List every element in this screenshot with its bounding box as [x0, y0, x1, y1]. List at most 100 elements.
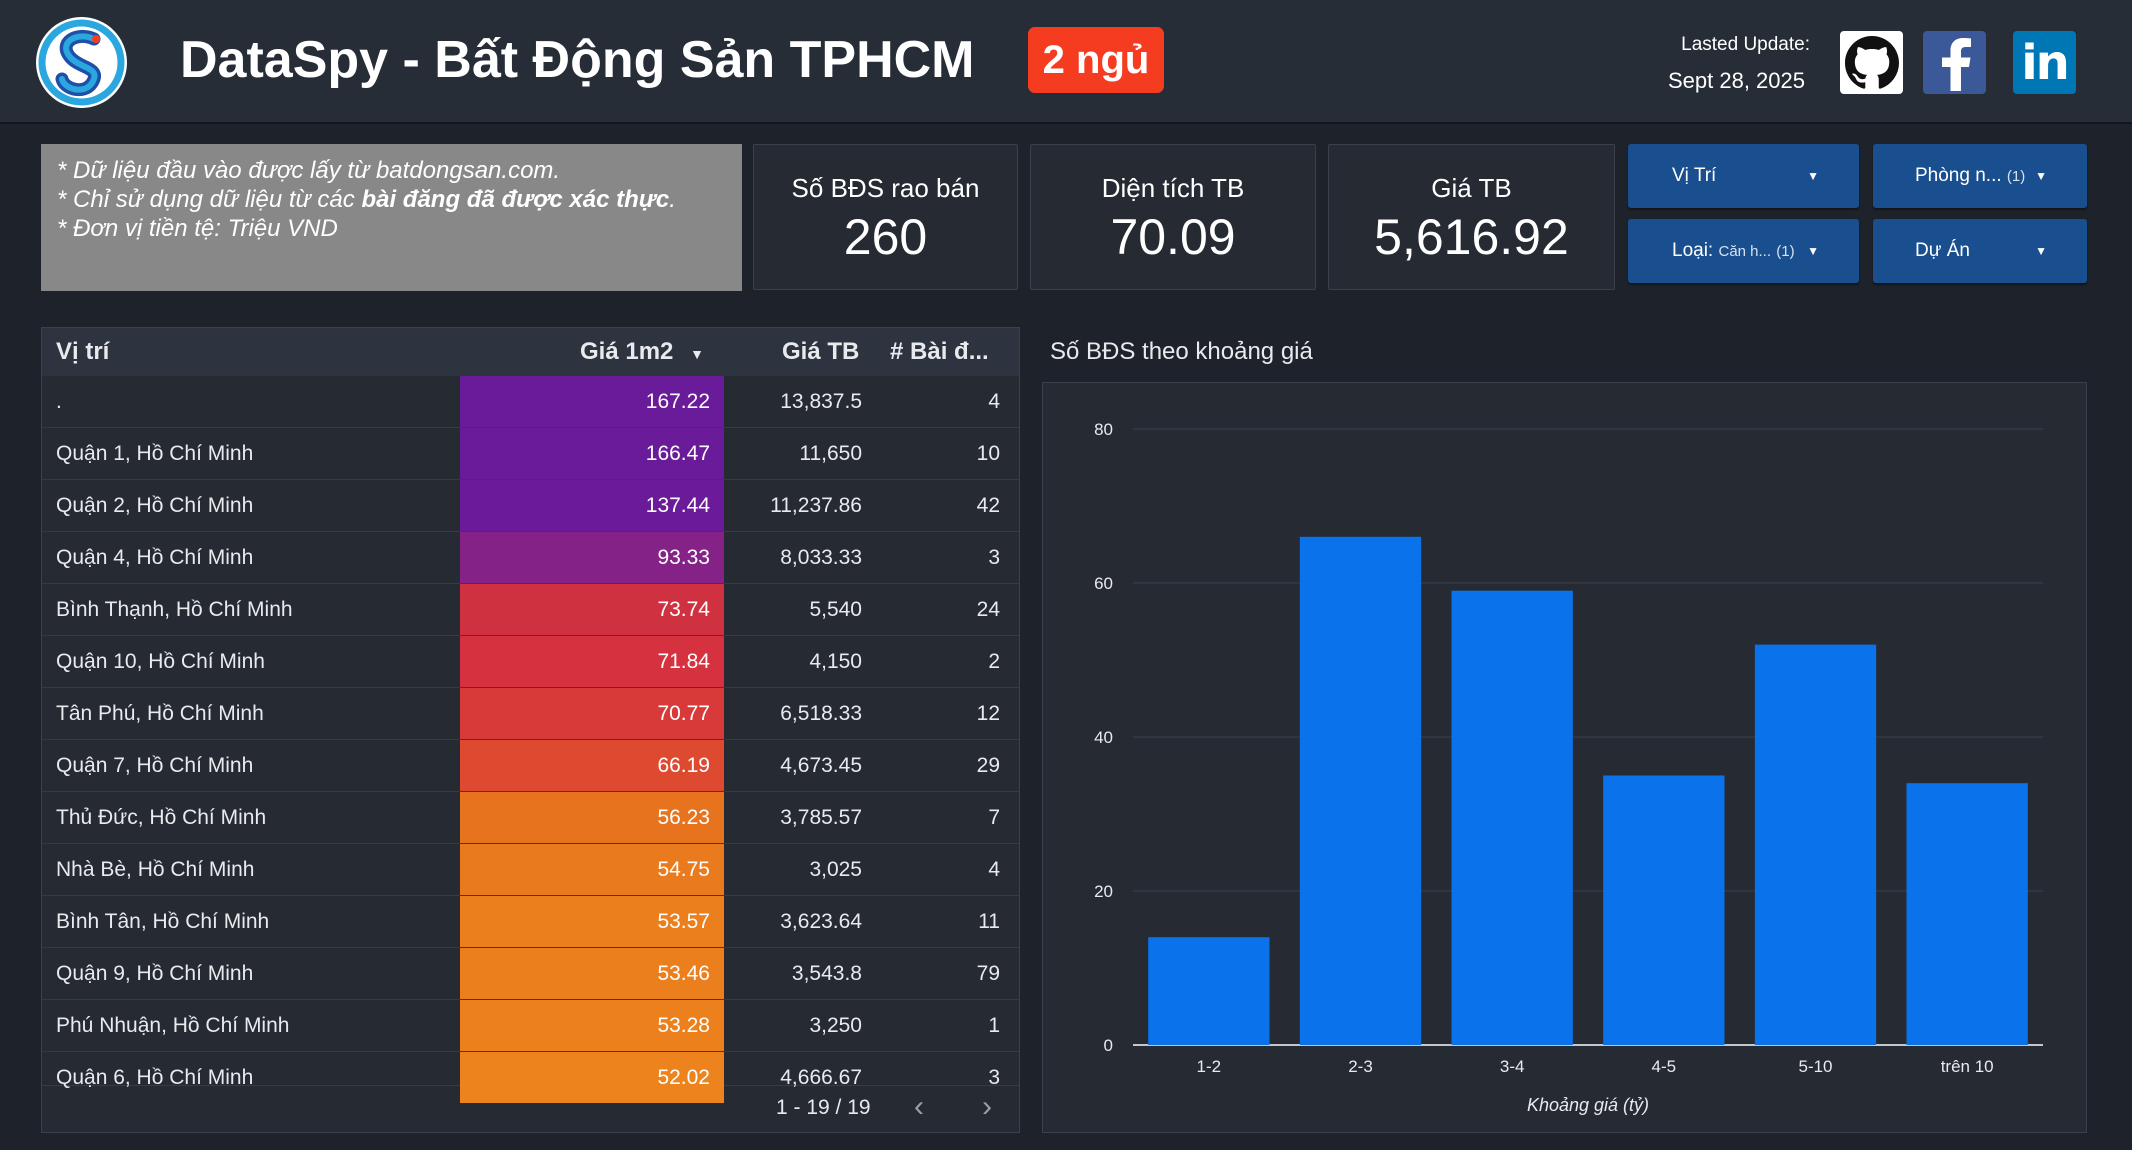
- cell-post-count: 7: [988, 806, 1000, 829]
- cell-price-m2: 137.44: [645, 494, 710, 517]
- table-row[interactable]: Bình Thạnh, Hồ Chí Minh 73.74 5,540 24: [42, 584, 1019, 636]
- table-row[interactable]: Thủ Đức, Hồ Chí Minh 56.23 3,785.57 7: [42, 792, 1019, 844]
- filter-bedroom-dropdown[interactable]: Phòng n... (1) ▼: [1873, 144, 2087, 208]
- facebook-link[interactable]: [1923, 31, 1986, 94]
- table-row[interactable]: Quận 9, Hồ Chí Minh 53.46 3,543.8 79: [42, 948, 1019, 1000]
- price-heat-cell: [460, 532, 724, 583]
- cell-location: Nhà Bè, Hồ Chí Minh: [56, 858, 255, 881]
- cell-price-m2: 166.47: [645, 442, 710, 465]
- price-range-chart: 0 20 40 60 80 1-2 2-3 3-4 4-5 5-10 trên 10 Khoảng g…: [1042, 382, 2087, 1133]
- cell-avg-price: 4,673.45: [780, 754, 862, 777]
- filter-type-dropdown[interactable]: Loại: Căn h... (1) ▼: [1628, 219, 1859, 283]
- cell-location: Quận 1, Hồ Chí Minh: [56, 442, 254, 465]
- table-row[interactable]: Quận 2, Hồ Chí Minh 137.44 11,237.86 42: [42, 480, 1019, 532]
- cell-location: Quận 10, Hồ Chí Minh: [56, 650, 265, 673]
- cell-location: Quận 6, Hồ Chí Minh: [56, 1066, 254, 1089]
- kpi-label: Diện tích TB: [1101, 173, 1245, 203]
- bar-5-10[interactable]: [1754, 644, 1877, 1045]
- linkedin-link[interactable]: in: [2013, 31, 2076, 94]
- bar-2-3[interactable]: [1299, 536, 1422, 1045]
- cell-post-count: 1: [988, 1014, 1000, 1037]
- cell-price-m2: 53.57: [657, 910, 710, 933]
- next-page-button[interactable]: ›: [982, 1090, 992, 1123]
- update-date: Sept 28, 2025: [1667, 68, 1805, 93]
- table-row[interactable]: Nhà Bè, Hồ Chí Minh 54.75 3,025 4: [42, 844, 1019, 896]
- note-line-verified: * Chỉ sử dụng dữ liệu từ các bài đăng đã…: [57, 186, 676, 213]
- price-heat-cell: [460, 844, 724, 895]
- prev-page-button[interactable]: ‹: [914, 1090, 924, 1123]
- cell-post-count: 3: [988, 1066, 1000, 1089]
- kpi-value: 70.09: [1110, 209, 1236, 265]
- bar-3-4[interactable]: [1451, 590, 1573, 1045]
- kpi-avg-area: Diện tích TB 70.09: [1030, 144, 1316, 290]
- table-row[interactable]: Quận 1, Hồ Chí Minh 166.47 11,650 10: [42, 428, 1019, 480]
- header-location[interactable]: Vị trí: [56, 338, 110, 365]
- github-icon: [1844, 35, 1899, 89]
- cell-price-m2: 54.75: [657, 858, 710, 881]
- location-price-table: Vị trí Giá 1m2 ▼ Giá TB # Bài đ... . 167.…: [41, 327, 1020, 1133]
- bar-4-5[interactable]: [1603, 775, 1725, 1046]
- cell-price-m2: 70.77: [657, 702, 710, 725]
- price-heat-cell: [460, 480, 724, 531]
- cell-avg-price: 6,518.33: [780, 702, 862, 725]
- dataspy-logo[interactable]: [36, 17, 127, 108]
- cell-avg-price: 4,150: [809, 650, 862, 673]
- y-tick-label: 40: [1094, 728, 1113, 747]
- kpi-label: Số BĐS rao bán: [791, 173, 980, 203]
- cell-avg-price: 5,540: [809, 598, 862, 621]
- price-heat-cell: [460, 636, 724, 687]
- filter-location-dropdown[interactable]: Vị Trí ▼: [1628, 144, 1859, 208]
- github-link[interactable]: [1840, 31, 1903, 94]
- cell-avg-price: 11,650: [799, 442, 862, 465]
- kpi-avg-price: Giá TB 5,616.92: [1328, 144, 1615, 290]
- cell-post-count: 24: [976, 598, 1000, 621]
- table-row[interactable]: Quận 7, Hồ Chí Minh 66.19 4,673.45 29: [42, 740, 1019, 792]
- x-tick-label: 5-10: [1798, 1057, 1832, 1076]
- pagination-label: 1 - 19 / 19: [776, 1096, 871, 1119]
- y-tick-label: 0: [1104, 1036, 1113, 1055]
- cell-location: Bình Tân, Hồ Chí Minh: [56, 910, 270, 933]
- cell-post-count: 12: [976, 702, 1000, 725]
- cell-price-m2: 93.33: [657, 546, 710, 569]
- y-tick-label: 80: [1094, 420, 1113, 439]
- cell-location: Quận 2, Hồ Chí Minh: [56, 494, 254, 517]
- table-row[interactable]: . 167.22 13,837.5 4: [42, 376, 1019, 428]
- table-row[interactable]: Bình Tân, Hồ Chí Minh 53.57 3,623.64 11: [42, 896, 1019, 948]
- cell-price-m2: 53.28: [657, 1014, 710, 1037]
- bar-chart-svg: 0 20 40 60 80 1-2 2-3 3-4 4-5 5-10 trên 10 Khoảng g…: [1094, 420, 2043, 1115]
- y-tick-label: 60: [1094, 574, 1113, 593]
- cell-price-m2: 53.46: [657, 962, 710, 985]
- table-row[interactable]: Quận 4, Hồ Chí Minh 93.33 8,033.33 3: [42, 532, 1019, 584]
- cell-post-count: 29: [976, 754, 1000, 777]
- cell-post-count: 4: [988, 390, 1000, 413]
- table-row[interactable]: Tân Phú, Hồ Chí Minh 70.77 6,518.33 12: [42, 688, 1019, 740]
- price-heat-cell: [460, 1000, 724, 1051]
- cell-avg-price: 3,785.57: [780, 806, 862, 829]
- cell-price-m2: 56.23: [657, 806, 710, 829]
- cell-location: Phú Nhuận, Hồ Chí Minh: [56, 1014, 290, 1037]
- bar-trên 10[interactable]: [1906, 783, 2028, 1045]
- cell-location: Quận 9, Hồ Chí Minh: [56, 962, 254, 985]
- note-line-source: * Dữ liệu đầu vào được lấy từ batdongsan…: [57, 157, 561, 184]
- cell-post-count: 2: [988, 650, 1000, 673]
- price-heat-cell: [460, 792, 724, 843]
- header-price-m2[interactable]: Giá 1m2 ▼: [580, 338, 704, 365]
- cell-price-m2: 71.84: [657, 650, 710, 673]
- header-post-count[interactable]: # Bài đ...: [890, 338, 989, 365]
- cell-location: Quận 4, Hồ Chí Minh: [56, 546, 254, 569]
- cell-avg-price: 3,623.64: [780, 910, 862, 933]
- table-row[interactable]: Quận 6, Hồ Chí Minh 52.02 4,666.67 3: [42, 1052, 1019, 1103]
- cell-avg-price: 13,837.5: [780, 390, 862, 413]
- filter-project-dropdown[interactable]: Dự Án ▼: [1873, 219, 2087, 283]
- kpi-listing-count: Số BĐS rao bán 260: [753, 144, 1018, 290]
- y-tick-label: 20: [1094, 882, 1113, 901]
- kpi-value: 260: [843, 209, 928, 265]
- kpi-label: Giá TB: [1431, 173, 1512, 203]
- table-row[interactable]: Quận 10, Hồ Chí Minh 71.84 4,150 2: [42, 636, 1019, 688]
- table-row[interactable]: Phú Nhuận, Hồ Chí Minh 53.28 3,250 1: [42, 1000, 1019, 1052]
- bar-1-2[interactable]: [1148, 937, 1270, 1045]
- header-avg-price[interactable]: Giá TB: [782, 338, 860, 365]
- cell-location: Bình Thạnh, Hồ Chí Minh: [56, 598, 293, 621]
- cell-post-count: 11: [978, 910, 1000, 933]
- table-header: Vị trí Giá 1m2 ▼ Giá TB # Bài đ...: [42, 328, 1019, 376]
